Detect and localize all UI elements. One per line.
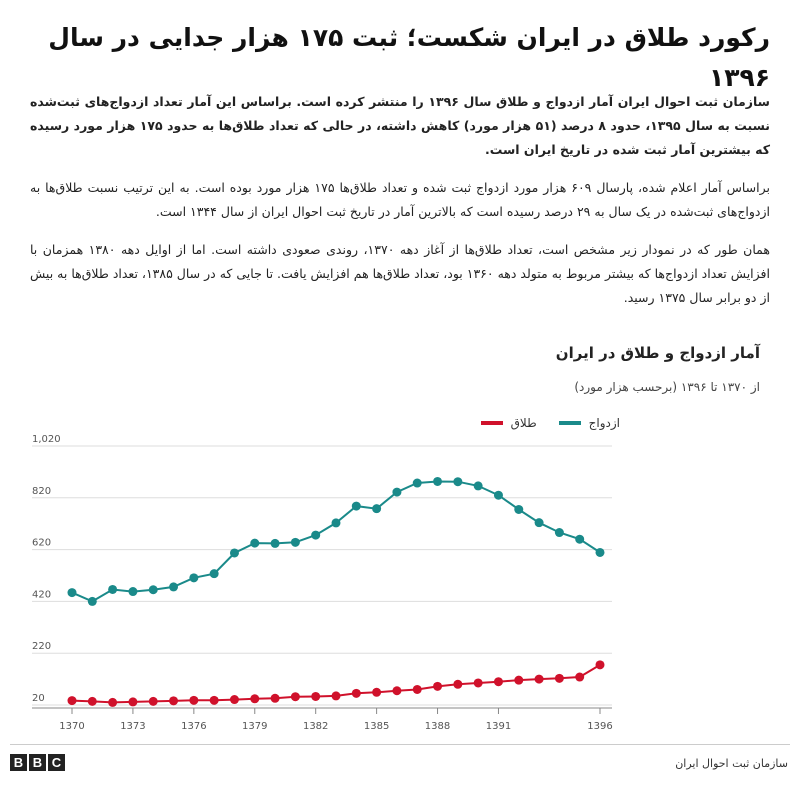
x-tick-label-6: 1388	[425, 721, 450, 732]
series-0-point-1394	[554, 528, 564, 538]
series-1-point-1388	[433, 681, 443, 691]
x-tick-label-8: 1396	[587, 721, 612, 732]
series-1-point-1390	[473, 678, 483, 688]
series-1-point-1386	[392, 686, 402, 696]
x-tick-label-2: 1376	[181, 721, 206, 732]
headline: رکورد طلاق در ایران شکست؛ ثبت ۱۷۵ هزار ج…	[48, 23, 770, 92]
chart-subtitle: از ۱۳۷۰ تا ۱۳۹۶ (برحسب هزار مورد)	[574, 380, 760, 394]
x-tick-label-7: 1391	[486, 721, 511, 732]
series-1-point-1395	[575, 672, 585, 682]
x-tick-label-0: 1370	[59, 721, 84, 732]
series-0-point-1374	[148, 585, 158, 595]
paragraph-1-bold: سازمان ثبت احوال ایران آمار ازدواج و طلا…	[30, 94, 770, 157]
series-1-point-1396	[595, 660, 605, 670]
legend-swatch-divorce	[480, 421, 503, 425]
series-0-point-1390	[473, 481, 483, 491]
series-1-point-1377	[209, 695, 219, 705]
series-0-point-1372	[108, 584, 118, 594]
series-1-point-1387	[412, 684, 422, 694]
series-0-point-1382	[311, 530, 321, 540]
series-0-point-1387	[412, 478, 422, 488]
y-tick-label-3: 620	[32, 538, 51, 549]
bbc-logo-letter-1: B	[10, 754, 27, 771]
series-1-point-1370	[67, 696, 77, 706]
series-1-point-1383	[331, 691, 341, 701]
series-0-point-1375	[169, 582, 179, 592]
series-1-point-1379	[250, 694, 260, 704]
x-tick-label-1: 1373	[120, 721, 145, 732]
series-0-point-1395	[575, 534, 585, 544]
paragraph-2-text: براساس آمار اعلام شده، پارسال ۶۰۹ هزار م…	[30, 180, 770, 219]
series-line-0	[71, 480, 601, 603]
chart-legend: ازدواج طلاق	[480, 416, 620, 430]
series-1-point-1380	[270, 693, 280, 703]
series-1-point-1374	[148, 696, 158, 706]
x-tick-label-5: 1385	[364, 721, 389, 732]
series-0-point-1371	[87, 596, 97, 606]
y-tick-label-0: 20	[32, 693, 45, 704]
series-0-point-1383	[331, 518, 341, 528]
series-1-point-1375	[169, 696, 179, 706]
article-paragraph-3: همان طور که در نمودار زیر مشخص است، تعدا…	[30, 238, 770, 310]
series-0-point-1389	[453, 477, 463, 487]
series-1-point-1389	[453, 679, 463, 689]
legend-item-divorce: طلاق	[480, 416, 537, 430]
series-0-point-1373	[128, 587, 138, 597]
series-1-point-1384	[351, 688, 361, 698]
legend-label-marriage: ازدواج	[588, 416, 620, 430]
y-axis-labels: 20 220 420 620 820 1,020	[32, 434, 61, 704]
series-0-point-1393	[534, 518, 544, 528]
source-credit: سازمان ثبت احوال ایران	[675, 757, 788, 770]
series-1-point-1372	[108, 697, 118, 707]
series-0-point-1392	[514, 504, 524, 514]
series-1-point-1392	[514, 675, 524, 685]
bbc-logo: B B C	[10, 754, 65, 771]
series-0-point-1380	[270, 538, 280, 548]
series-1-point-1373	[128, 697, 138, 707]
series-1-point-1381	[290, 692, 300, 702]
series-1-point-1385	[372, 687, 382, 697]
legend-item-marriage: ازدواج	[558, 416, 620, 430]
y-tick-label-5: 1,020	[32, 434, 61, 445]
series-0-point-1377	[209, 569, 219, 579]
y-tick-label-4: 820	[32, 486, 51, 497]
article-body: سازمان ثبت احوال ایران آمار ازدواج و طلا…	[30, 90, 770, 324]
article-paragraph-1: سازمان ثبت احوال ایران آمار ازدواج و طلا…	[30, 90, 770, 162]
series-1-point-1382	[311, 691, 321, 701]
x-tick-label-4: 1382	[303, 721, 328, 732]
bbc-logo-letter-2: B	[29, 754, 46, 771]
legend-swatch-marriage	[558, 421, 581, 425]
series-0-point-1384	[351, 501, 361, 511]
series-1-point-1393	[534, 674, 544, 684]
y-tick-label-1: 220	[32, 641, 51, 652]
x-axis-ticks: 1370 1373 1376 1379 1382 1385 1388 1391 1396	[59, 708, 613, 732]
legend-label-divorce: طلاق	[510, 416, 537, 430]
line-chart: 20 220 420 620 820 1,020 1370 1373 1376 1379 1382…	[32, 434, 613, 732]
series-0-point-1379	[250, 538, 260, 548]
series-1-point-1378	[229, 695, 239, 705]
series-0-point-1396	[595, 547, 605, 557]
series-0-point-1391	[493, 490, 503, 500]
series-0-point-1385	[372, 504, 382, 514]
paragraph-3-text: همان طور که در نمودار زیر مشخص است، تعدا…	[30, 242, 770, 305]
series-1-point-1376	[189, 695, 199, 705]
grid-lines	[32, 445, 612, 709]
bbc-logo-letter-3: C	[48, 754, 65, 771]
series-0-point-1370	[67, 588, 77, 598]
series-0-point-1386	[392, 487, 402, 497]
series-0-point-1378	[229, 548, 239, 558]
series-1-point-1391	[493, 677, 503, 687]
series-0-point-1381	[290, 537, 300, 547]
series-0-point-1376	[189, 573, 199, 583]
footer-divider	[10, 744, 790, 745]
x-tick-label-3: 1379	[242, 721, 267, 732]
series-1-point-1394	[554, 673, 564, 683]
y-tick-label-2: 420	[32, 589, 51, 600]
series-1-point-1371	[87, 696, 97, 706]
series-points	[67, 476, 605, 707]
article-paragraph-2: براساس آمار اعلام شده، پارسال ۶۰۹ هزار م…	[30, 176, 770, 224]
series-0-point-1388	[433, 476, 443, 486]
chart-title: آمار ازدواج و طلاق در ایران	[555, 344, 760, 362]
